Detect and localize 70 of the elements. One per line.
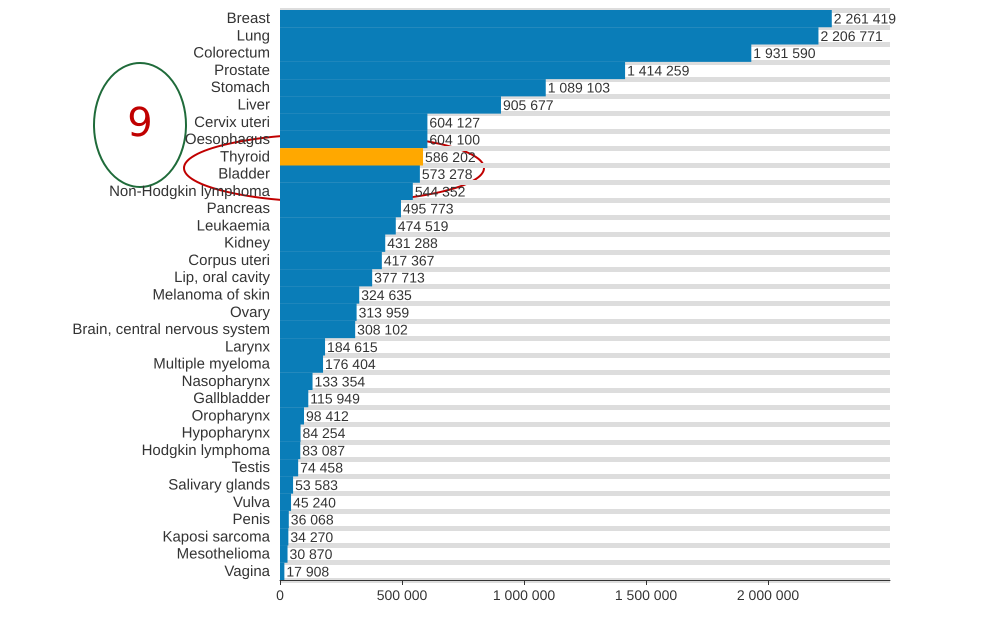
data-label: 53 583 — [295, 477, 338, 493]
y-tick-label: Corpus uteri — [188, 252, 270, 269]
data-label: 1 414 259 — [627, 62, 690, 78]
y-tick-label: Bladder — [218, 166, 270, 183]
y-tick-label: Breast — [226, 10, 271, 28]
data-label: 45 240 — [293, 494, 336, 510]
y-tick-label: Hypopharynx — [182, 424, 270, 442]
data-label: 495 773 — [402, 200, 454, 217]
data-label: 74 458 — [300, 460, 344, 476]
y-tick-label: Pancreas — [206, 200, 270, 218]
data-label: 184 615 — [327, 338, 378, 355]
data-label: 308 102 — [357, 322, 408, 338]
data-label: 905 677 — [502, 97, 554, 113]
data-label: 586 202 — [425, 148, 476, 165]
data-label: 30 870 — [290, 546, 333, 562]
y-tick-label: Vagina — [224, 562, 271, 580]
y-tick-label: Hodgkin lymphoma — [142, 442, 271, 459]
data-label: 313 959 — [358, 304, 410, 320]
data-label: 133 354 — [314, 373, 366, 390]
x-tick-label: 2 000 000 — [736, 587, 800, 603]
y-tick-label: Kaposi sarcoma — [162, 528, 271, 546]
x-tick-label: 500 000 — [376, 587, 428, 603]
data-label: 84 254 — [302, 425, 346, 442]
y-tick-label: Penis — [232, 511, 270, 528]
data-label: 2 206 771 — [820, 28, 883, 44]
data-label: 431 288 — [387, 235, 438, 252]
data-label: 604 100 — [429, 132, 480, 148]
y-tick-label: Brain, central nervous system — [72, 321, 270, 338]
data-label: 34 270 — [290, 528, 334, 545]
x-tick-label: 1 500 000 — [614, 587, 678, 603]
data-label: 377 713 — [374, 270, 425, 286]
text: 9 — [126, 100, 154, 146]
data-label: 417 367 — [384, 252, 435, 268]
y-tick-label: Stomach — [210, 79, 270, 96]
data-label: 1 089 103 — [548, 80, 610, 96]
y-tick-label: Testis — [232, 459, 270, 476]
data-label: 573 278 — [422, 166, 473, 182]
data-label: 176 404 — [325, 356, 376, 372]
data-label: 98 412 — [306, 408, 350, 424]
y-tick-label: Melanoma of skin — [152, 286, 270, 304]
y-tick-label: Multiple myeloma — [153, 356, 271, 373]
y-tick-label: Vulva — [233, 494, 271, 511]
data-label: 115 949 — [310, 390, 360, 407]
data-label: 474 519 — [398, 218, 449, 234]
data-label: 2 261 419 — [834, 10, 896, 27]
y-tick-label: Prostate — [214, 62, 270, 79]
y-tick-label: Lip, oral cavity — [174, 269, 270, 286]
data-label: 324 635 — [361, 287, 412, 303]
y-tick-label: Larynx — [224, 338, 270, 356]
data-label: 83 087 — [302, 442, 346, 458]
y-tick-label: Colorectum — [193, 44, 270, 62]
bar — [280, 148, 424, 166]
data-label: 36 068 — [290, 512, 334, 528]
y-tick-label: Thyroid — [220, 148, 270, 166]
y-tick-label: Lung — [236, 27, 270, 44]
y-tick-label: Kidney — [224, 234, 270, 252]
y-tick-label: Mesothelioma — [176, 546, 271, 563]
y-tick-label: Nasopharynx — [182, 372, 270, 390]
y-tick-label: Ovary — [230, 304, 270, 321]
y-tick-label: Leukaemia — [196, 217, 271, 234]
data-label: 1 931 590 — [753, 45, 816, 62]
y-tick-label: Cervix uteri — [194, 114, 270, 131]
data-label: 17 908 — [286, 563, 330, 580]
data-label: 604 127 — [429, 114, 480, 130]
y-tick-label: Salivary glands — [168, 476, 270, 494]
y-tick-label: Oropharynx — [192, 407, 270, 424]
y-tick-label: Liver — [237, 96, 270, 114]
y-tick-label: Gallbladder — [193, 390, 270, 408]
x-tick-label: 1 000 000 — [492, 587, 556, 603]
x-tick-label: 0 — [276, 587, 284, 603]
